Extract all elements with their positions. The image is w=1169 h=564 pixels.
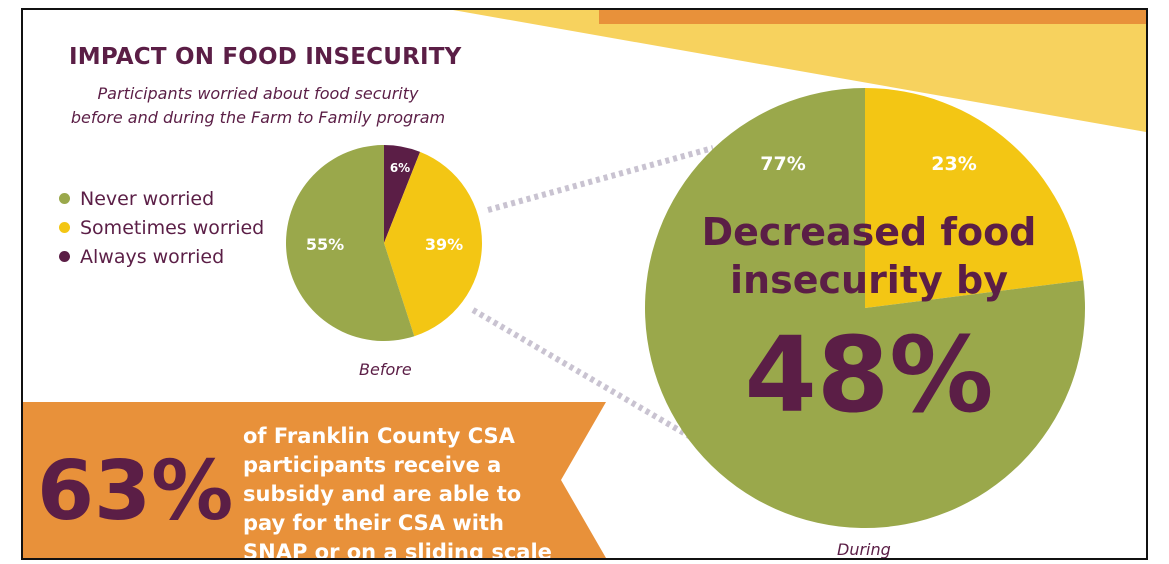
orange-banner (23, 402, 606, 558)
pie-before-slice-never-worried (286, 145, 415, 341)
legend-dot-always-icon (59, 251, 70, 262)
legend-dot-sometimes-icon (59, 222, 70, 233)
subtitle-line-1: Participants worried about food security (97, 84, 419, 103)
subtitle-line-2: before and during the Farm to Family pro… (70, 108, 446, 127)
zoom-connector-bottom (471, 307, 715, 453)
banner-line-4: pay for their CSA with (243, 511, 504, 535)
caption-before: Before (359, 360, 412, 379)
banner-line-2: participants receive a (243, 453, 502, 477)
legend-label-always: Always worried (80, 245, 225, 268)
banner-line-1: of Franklin County CSA (243, 424, 515, 448)
yellow-corner-shape (453, 10, 1146, 132)
pie-during-data-label-never-worried: 77% (760, 153, 805, 175)
pie-before-data-label-never-worried: 55% (306, 235, 344, 254)
headline-value: 48% (744, 314, 994, 436)
legend-item-sometimes: Sometimes worried (59, 213, 264, 242)
pie-during-slice-never-worried (644, 88, 1085, 528)
zoom-connector-top (487, 145, 714, 213)
pie-before-data-label-sometimes-worried: 39% (425, 235, 463, 254)
background-shapes: 6% 39% 55% 23% 77% (23, 10, 1146, 558)
chart-title: IMPACT ON FOOD INSECURITY (69, 44, 462, 70)
banner-line-3: subsidy and are able to (243, 482, 522, 506)
pie-during-slice-sometimes-worried (865, 88, 1084, 308)
banner-description: of Franklin County CSA participants rece… (243, 422, 583, 560)
pie-before: 6% 39% 55% (286, 145, 482, 341)
legend-label-never: Never worried (80, 187, 215, 210)
orange-top-bar (599, 10, 1146, 24)
legend-label-sometimes: Sometimes worried (80, 216, 265, 239)
pie-before-data-label-always-worried: 6% (390, 161, 410, 175)
legend-item-never: Never worried (59, 184, 264, 213)
pie-during: 23% 77% (644, 88, 1085, 528)
infographic-frame: 6% 39% 55% 23% 77% IMPACT ON FOOD INSECURIT… (21, 8, 1148, 560)
legend-item-always: Always worried (59, 242, 264, 271)
legend: Never worried Sometimes worried Always w… (59, 184, 264, 271)
pie-during-data-label-sometimes-worried: 23% (931, 153, 976, 175)
pie-before-slice-always-worried (384, 145, 421, 243)
banner-line-5: SNAP or on a sliding scale (243, 540, 552, 560)
banner-value: 63% (37, 444, 234, 539)
chart-subtitle: Participants worried about food security… (53, 82, 463, 130)
pie-before-slice-sometimes-worried (384, 151, 482, 337)
headline-line-1: Decreased food (701, 210, 1037, 254)
headline-line-2: insecurity by (730, 258, 1008, 302)
legend-dot-never-icon (59, 193, 70, 204)
headline-text: Decreased food insecurity by (657, 208, 1081, 304)
caption-during: During (837, 540, 891, 559)
